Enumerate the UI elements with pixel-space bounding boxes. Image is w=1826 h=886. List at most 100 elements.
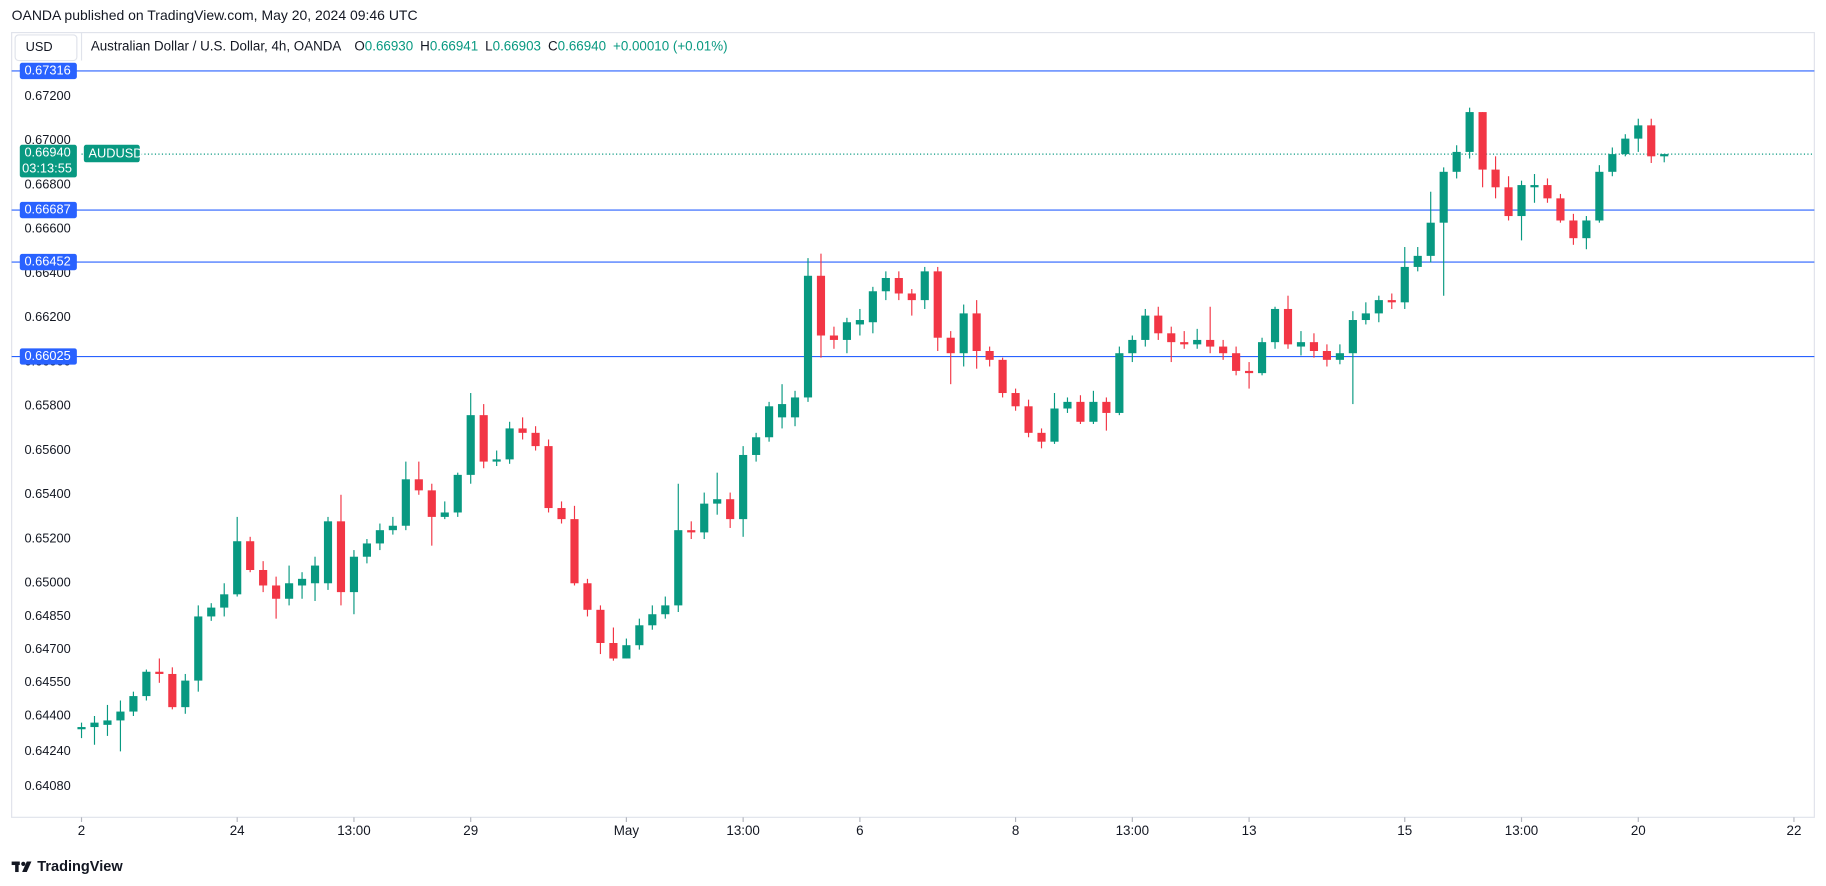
y-tick-label: 0.65600: [24, 442, 70, 457]
candle-body: [894, 277, 903, 294]
candle-body: [1439, 171, 1448, 223]
legend-name: Australian Dollar / U.S. Dollar, 4h, OAN…: [91, 38, 342, 53]
y-tick-label: 0.65800: [24, 398, 70, 413]
candle-body: [531, 432, 540, 447]
candle-body: [1543, 185, 1552, 199]
level-label-box: [19, 253, 77, 271]
x-tick-label: 13:00: [1505, 823, 1538, 838]
y-tick-label: 0.64400: [24, 707, 70, 722]
candle-body: [1569, 220, 1578, 239]
candle-body: [1128, 339, 1137, 354]
footer-logo: [11, 861, 32, 873]
candle-body: [713, 499, 722, 504]
candle-body: [868, 291, 877, 323]
candle-body: [790, 397, 800, 418]
candle-body: [453, 474, 462, 513]
candle-body: [1335, 353, 1344, 360]
x-tick-label: 13:00: [337, 823, 370, 838]
y-tick-label: 0.64700: [24, 641, 70, 656]
candle-body: [1634, 125, 1643, 139]
candle-body: [77, 727, 86, 730]
candle-body: [881, 277, 890, 292]
legend-value: 0.66930: [365, 38, 413, 53]
candle-body: [648, 614, 657, 626]
candle-body: [829, 335, 839, 340]
x-tick-label: 13:00: [726, 823, 759, 838]
candle-body: [557, 508, 566, 520]
x-tick-label: 24: [230, 823, 245, 838]
candle-body: [803, 275, 813, 398]
symbol-box: [83, 144, 140, 163]
candle-body: [1232, 353, 1241, 371]
legend-change: +0.00010 (+0.01%): [613, 38, 728, 53]
candle-body: [1608, 154, 1617, 172]
candle-body: [985, 350, 994, 360]
candle-body: [1167, 333, 1176, 343]
candle-body: [1478, 112, 1487, 170]
candle-body: [272, 585, 281, 599]
candle-body: [1037, 432, 1046, 442]
candle-body: [1400, 266, 1409, 303]
candle-body: [687, 530, 696, 533]
candle-body: [1647, 125, 1656, 157]
x-tick-label: 15: [1397, 823, 1412, 838]
candle-body: [90, 722, 99, 728]
candle-body: [674, 530, 683, 606]
candle-body: [285, 583, 294, 599]
legend: Australian Dollar / U.S. Dollar, 4h, OAN…: [91, 38, 728, 53]
candle-body: [907, 293, 916, 301]
y-tick-label: 0.65200: [24, 530, 70, 545]
candle-body: [1102, 401, 1111, 413]
candle-body: [1296, 342, 1306, 347]
x-tick-label: 22: [1787, 823, 1802, 838]
candle-body: [920, 271, 929, 301]
level-label: 0.67316: [24, 62, 70, 77]
legend-value: 0.66940: [558, 38, 606, 53]
candle-body: [466, 415, 475, 475]
candle-body: [1361, 313, 1370, 321]
x-tick-label: May: [614, 823, 640, 838]
candle-body: [518, 428, 527, 433]
candle-body: [1387, 300, 1396, 303]
candle-body: [1322, 350, 1332, 360]
x-tick-label: 8: [1012, 823, 1019, 838]
candle-body: [959, 313, 968, 354]
candle-body: [1621, 138, 1630, 155]
y-tick-label: 0.64850: [24, 608, 70, 623]
candle-body: [1491, 169, 1500, 188]
legend-value: 0.66903: [493, 38, 541, 53]
currency-box[interactable]: [14, 34, 78, 62]
candle-body: [362, 543, 371, 557]
candle-body: [570, 519, 579, 584]
candle-body: [1556, 198, 1565, 221]
candle-body: [544, 446, 553, 509]
x-tick-label: 20: [1631, 823, 1646, 838]
candle-body: [1348, 320, 1357, 354]
candle-body: [1413, 255, 1422, 267]
candle-body: [1219, 346, 1228, 354]
candle-body: [440, 512, 449, 517]
candle-body: [1504, 187, 1513, 217]
y-tick-label: 0.66200: [24, 309, 70, 324]
candle-body: [220, 594, 229, 608]
level-label: 0.66025: [24, 348, 70, 363]
candle-body: [622, 645, 631, 659]
x-tick-label: 2: [78, 823, 85, 838]
candle-body: [142, 671, 151, 697]
candle-body: [726, 499, 735, 520]
symbol-label: AUDUSD: [89, 145, 143, 160]
candle-body: [401, 479, 410, 526]
candle-body: [1517, 185, 1526, 217]
candle-body: [1660, 154, 1669, 157]
candle-body: [194, 616, 203, 681]
y-tick-label: 0.66600: [24, 221, 70, 236]
y-tick-label: 0.64550: [24, 674, 70, 689]
last-price-label: 0.66940: [24, 144, 70, 159]
candle-body: [116, 711, 125, 721]
legend-key: O: [354, 38, 364, 53]
candle-body: [972, 313, 981, 351]
currency[interactable]: USD: [26, 39, 53, 54]
countdown: 03:13:55: [22, 161, 72, 176]
candle-body: [1465, 112, 1474, 152]
